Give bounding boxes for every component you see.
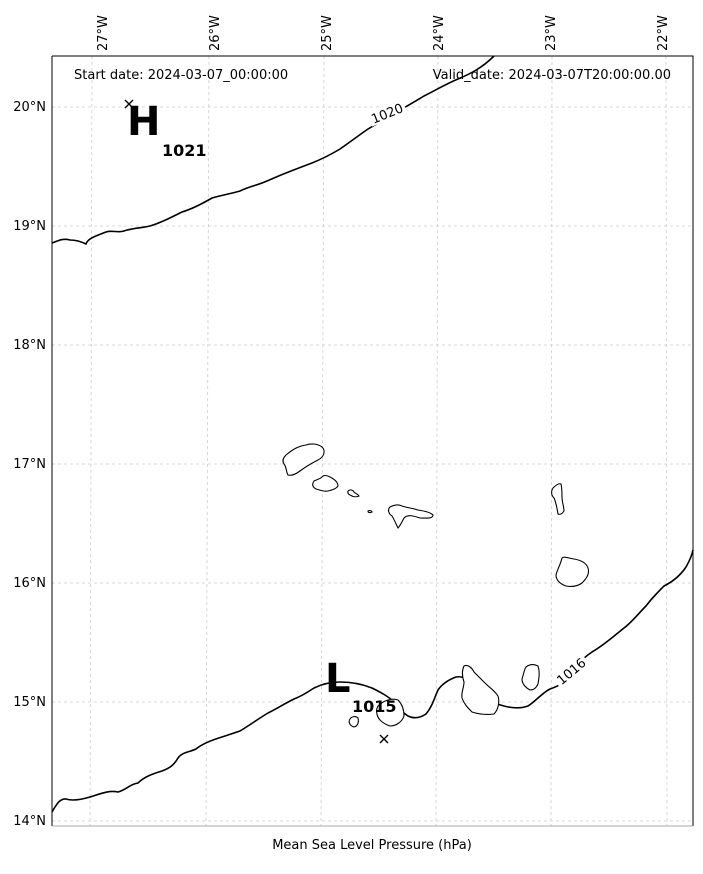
- lat-label: 17°N: [13, 457, 46, 472]
- lat-label: 20°N: [13, 100, 46, 115]
- lat-label: 16°N: [13, 576, 46, 591]
- lon-label: 27°W: [96, 15, 111, 51]
- lon-label: 24°W: [432, 15, 447, 51]
- isobar-1016: [51, 549, 694, 813]
- island-brava: [348, 716, 359, 728]
- high-center-marker-icon: [124, 99, 134, 109]
- lat-label: 14°N: [13, 814, 46, 829]
- island-sao-vicente: [312, 474, 339, 492]
- lon-label: 22°W: [656, 15, 671, 51]
- island-sao-nicolau: [387, 504, 434, 529]
- graticule: [52, 55, 693, 827]
- island-santo-antao: [282, 443, 325, 476]
- island-sal: [551, 483, 565, 515]
- island-raso: [367, 510, 373, 514]
- high-value: 1021: [162, 141, 207, 160]
- low-center-marker-icon: [379, 734, 389, 744]
- high-symbol: H: [127, 99, 160, 145]
- low-pressure-system: L 1015: [325, 656, 397, 744]
- island-boa-vista: [555, 556, 590, 587]
- high-pressure-system: H 1021: [124, 99, 207, 160]
- lon-label: 26°W: [208, 15, 223, 51]
- valid-date-label: Valid_date: 2024-03-07T20:00:00.00: [433, 68, 671, 83]
- lon-label: 23°W: [544, 15, 559, 51]
- isobar-label-north: 1020: [369, 101, 405, 127]
- island-fogo: [376, 698, 405, 727]
- island-maio: [521, 664, 540, 691]
- start-date-label: Start date: 2024-03-07_00:00:00: [74, 68, 288, 83]
- island-santa-luzia: [347, 489, 360, 498]
- latitude-labels: 20°N 19°N 18°N 17°N 16°N 15°N 14°N: [13, 100, 46, 829]
- isobar-1020: [51, 55, 495, 246]
- lat-label: 18°N: [13, 338, 46, 353]
- lon-label: 25°W: [320, 15, 335, 51]
- low-value: 1015: [352, 697, 397, 716]
- map-frame: [52, 55, 694, 826]
- island-santiago: [461, 664, 500, 715]
- map-caption: Mean Sea Level Pressure (hPa): [272, 838, 472, 853]
- lat-label: 15°N: [13, 695, 46, 710]
- cape-verde-islands: [282, 443, 590, 728]
- low-symbol: L: [325, 656, 351, 702]
- longitude-labels: 27°W 26°W 25°W 24°W 23°W 22°W: [96, 15, 671, 51]
- lat-label: 19°N: [13, 219, 46, 234]
